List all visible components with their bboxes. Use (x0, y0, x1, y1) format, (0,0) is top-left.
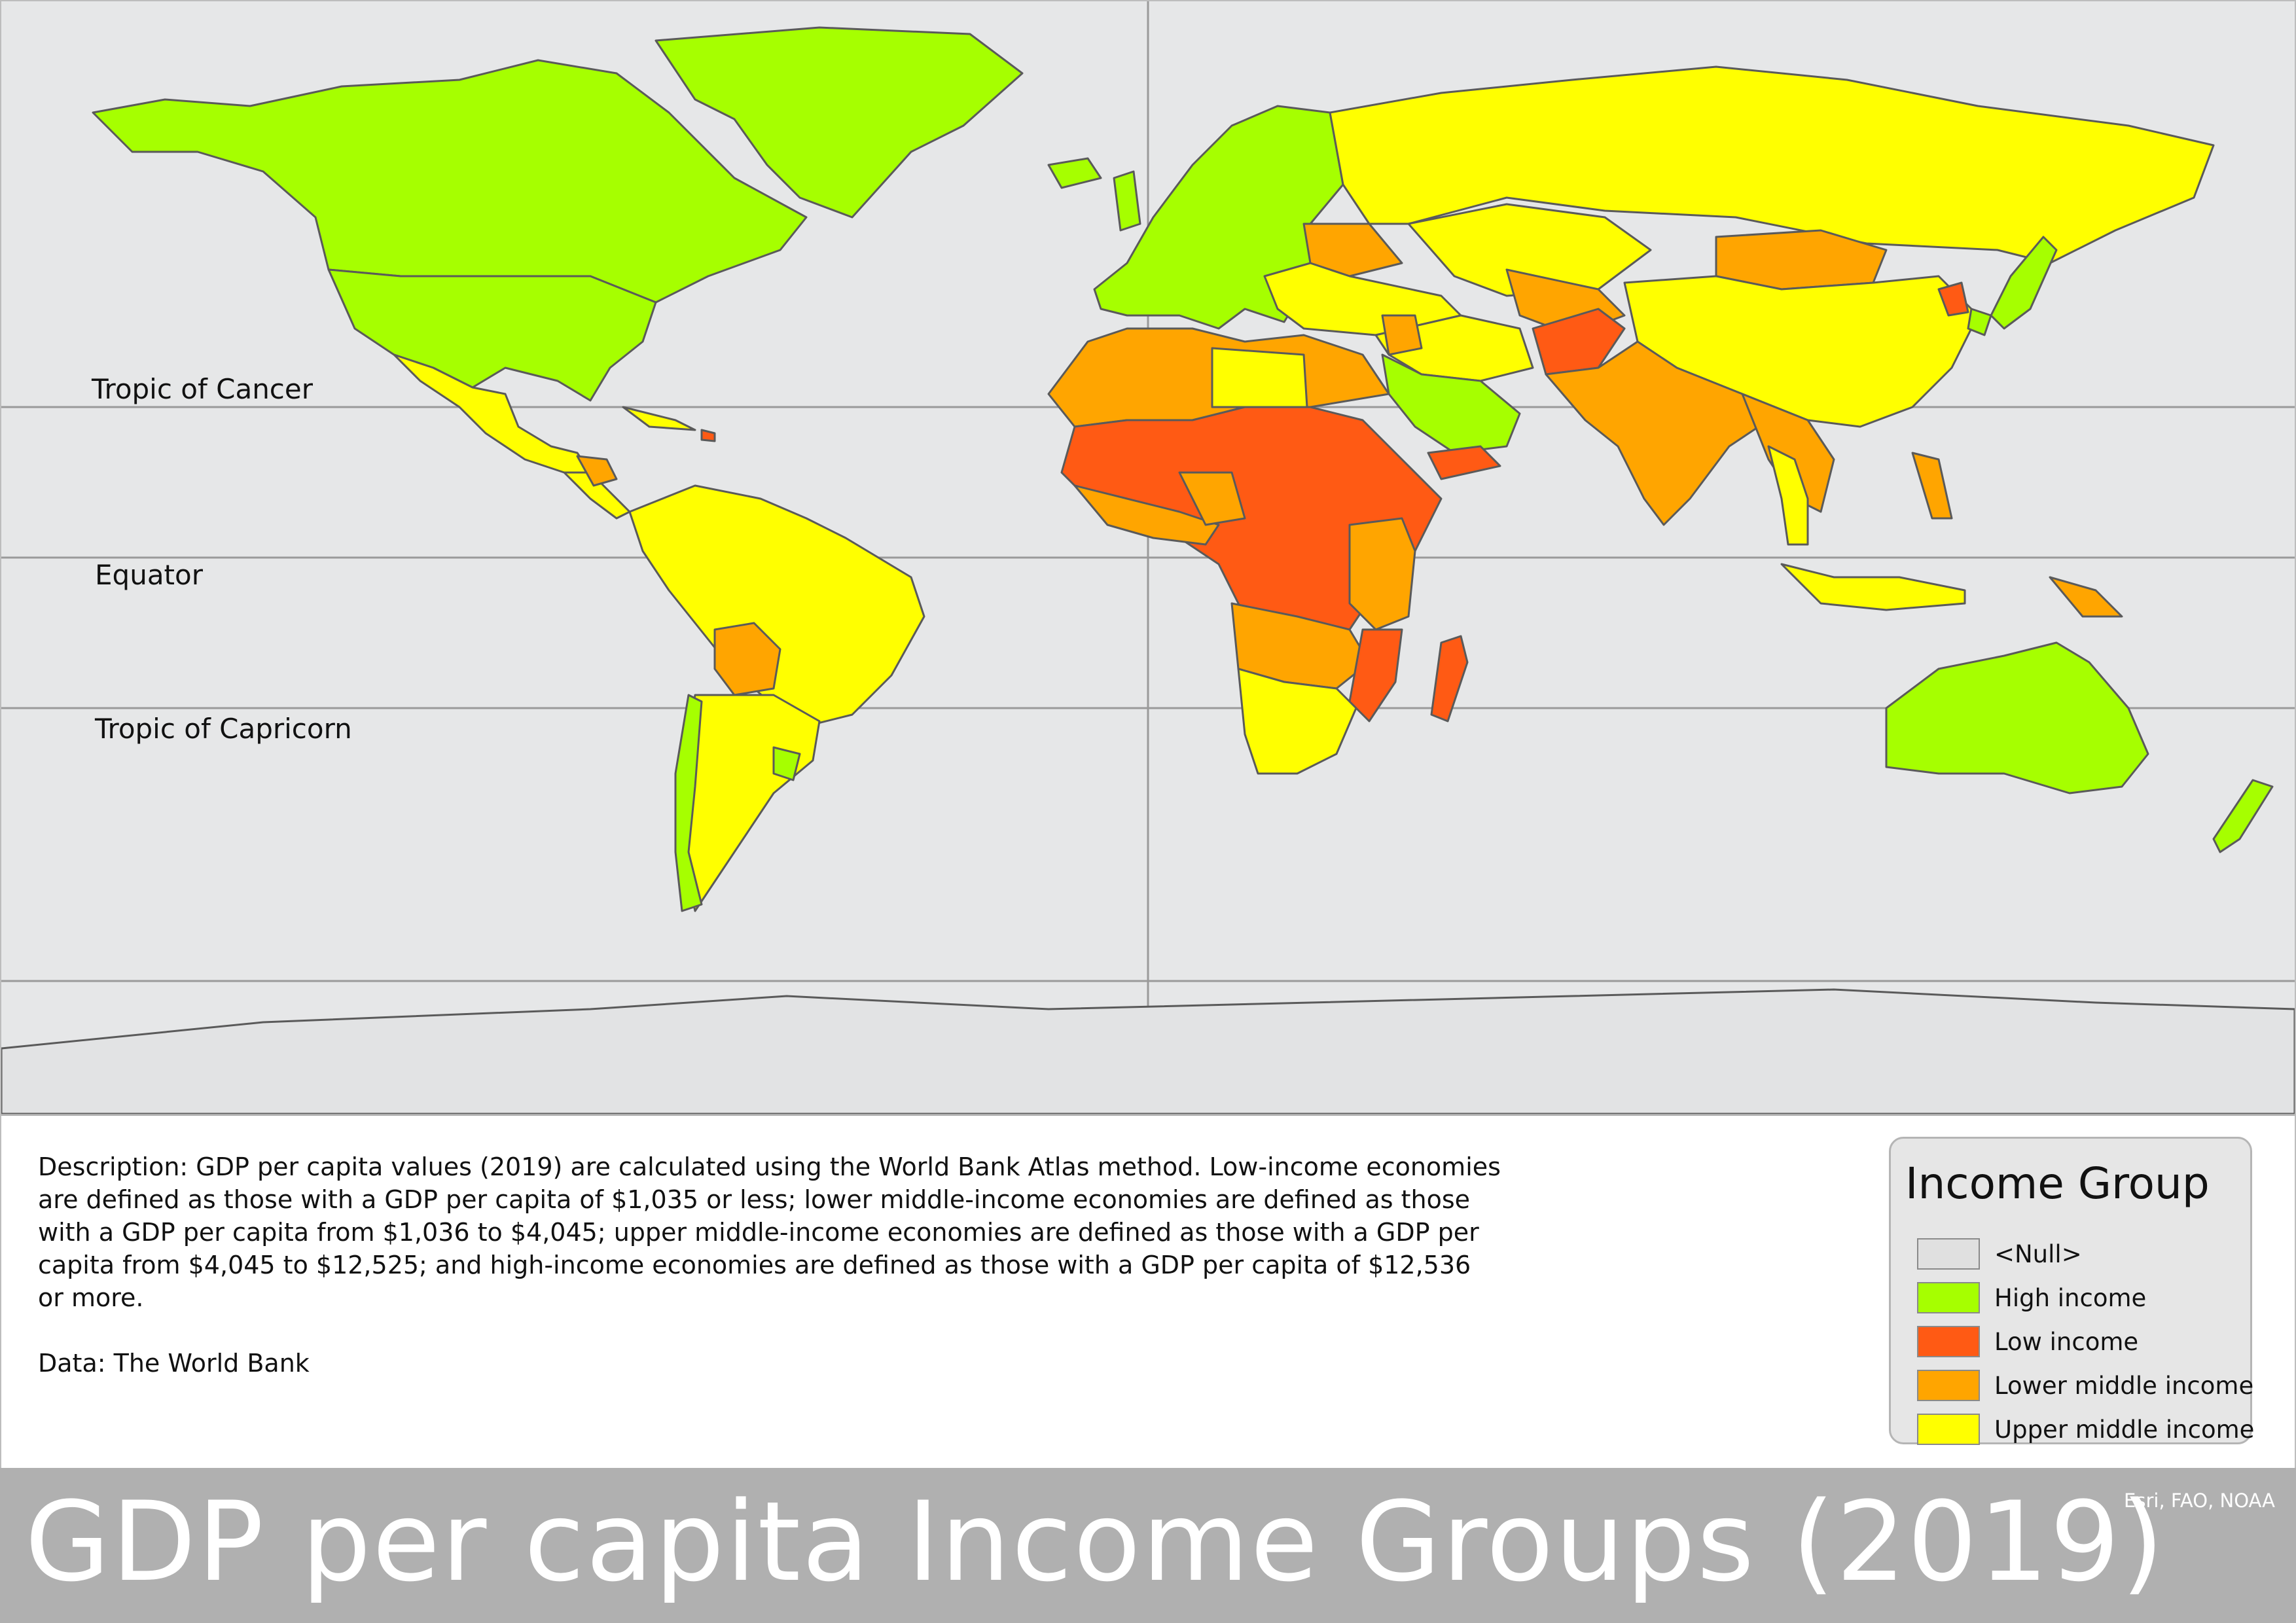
region-greenland (655, 26, 1024, 219)
region-nigeria (1178, 471, 1246, 526)
region-syria-jordan (1381, 314, 1423, 356)
region-haiti (700, 429, 716, 442)
region-canada-alaska (92, 59, 808, 304)
legend-swatch-lower-middle-income (1917, 1370, 1980, 1401)
region-korea-north (1937, 281, 1969, 317)
description-block: Description: GDP per capita values (2019… (38, 1150, 1504, 1380)
region-new-zealand (2212, 779, 2274, 853)
region-southeast-asia (1741, 393, 1835, 513)
region-south-america-north (628, 484, 925, 729)
legend-swatch-high-income (1917, 1282, 1980, 1313)
legend-label-upper-middle-income: Upper middle income (1994, 1415, 2255, 1444)
legend-item-high-income: High income (1917, 1281, 2146, 1315)
legend-swatch-null (1917, 1238, 1980, 1270)
region-pakistan-india (1545, 340, 1770, 526)
region-thailand-malaysia (1767, 445, 1809, 546)
title-bar (0, 1468, 2296, 1623)
description-text: Description: GDP per capita values (2019… (38, 1152, 1501, 1312)
region-bolivia (713, 622, 781, 696)
data-source-text: Data: The World Bank (38, 1349, 310, 1378)
legend-label-null: <Null> (1994, 1240, 2082, 1268)
legend-item-lower-middle-income: Lower middle income (1917, 1368, 2253, 1402)
legend-swatch-upper-middle-income (1917, 1414, 1980, 1445)
region-iceland (1047, 157, 1102, 189)
map-credit: Esri, FAO, NOAA (2124, 1489, 2275, 1512)
legend-item-low-income: Low income (1917, 1325, 2138, 1359)
legend-label-lower-middle-income: Lower middle income (1994, 1371, 2254, 1400)
region-cuba (622, 406, 696, 431)
legend-title: Income Group (1905, 1158, 2210, 1209)
region-afghanistan (1532, 308, 1626, 376)
equator-label: Equator (95, 559, 203, 591)
legend-swatch-low-income (1917, 1326, 1980, 1357)
region-southern-africa (1237, 668, 1357, 775)
region-uruguay (772, 746, 801, 781)
map-canvas (1, 1, 2295, 1114)
legend-label-low-income: Low income (1994, 1327, 2139, 1356)
region-madagascar (1430, 635, 1469, 722)
region-ukraine (1302, 223, 1403, 277)
region-papua-new-guinea (2049, 576, 2123, 618)
region-yemen (1427, 445, 1501, 480)
region-honduras (576, 455, 618, 487)
region-chile (674, 694, 703, 912)
legend-item-upper-middle-income: Upper middle income (1917, 1412, 2254, 1446)
region-australia (1885, 641, 2149, 794)
tropic-of-cancer-label: Tropic of Cancer (92, 373, 314, 405)
region-saudi-gulf (1381, 353, 1521, 454)
legend-label-high-income: High income (1994, 1283, 2147, 1312)
region-usa (327, 268, 657, 402)
region-south-america-south (681, 694, 821, 912)
region-uk (1113, 170, 1141, 232)
region-philippines (1911, 452, 1953, 520)
region-libya-algeria (1211, 347, 1308, 408)
legend-item-null: <Null> (1917, 1237, 2082, 1271)
page-title: GDP per capita Income Groups (2019) (25, 1478, 2166, 1606)
region-mozambique (1348, 628, 1403, 722)
region-indonesia (1780, 563, 1966, 611)
region-antarctica (1, 988, 2295, 1114)
tropic-of-capricorn-label: Tropic of Capricorn (95, 713, 352, 745)
region-kazakhstan (1407, 203, 1652, 297)
region-east-africa (1348, 517, 1416, 631)
world-map: Tropic of Cancer Equator Tropic of Capri… (1, 1, 2295, 1116)
region-russia (1329, 65, 2215, 264)
legend: Income Group <Null> High income Low inco… (1889, 1137, 2254, 1446)
region-west-africa-coast (1073, 484, 1220, 546)
region-korea-south-japan (1967, 236, 2058, 336)
